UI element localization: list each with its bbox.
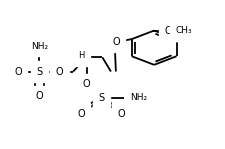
Text: H: H [78,51,84,60]
Text: O: O [83,79,90,89]
Text: O: O [165,25,173,36]
Text: O: O [56,66,63,77]
Text: NH₂: NH₂ [130,93,148,102]
Text: CH₃: CH₃ [176,26,193,35]
Text: O: O [112,37,120,47]
Text: O: O [36,91,43,101]
Text: O: O [14,66,22,77]
Text: NH₂: NH₂ [31,42,48,51]
Text: O: O [77,109,85,119]
Text: S: S [36,66,43,77]
Text: S: S [98,93,104,103]
Text: O: O [118,109,125,119]
